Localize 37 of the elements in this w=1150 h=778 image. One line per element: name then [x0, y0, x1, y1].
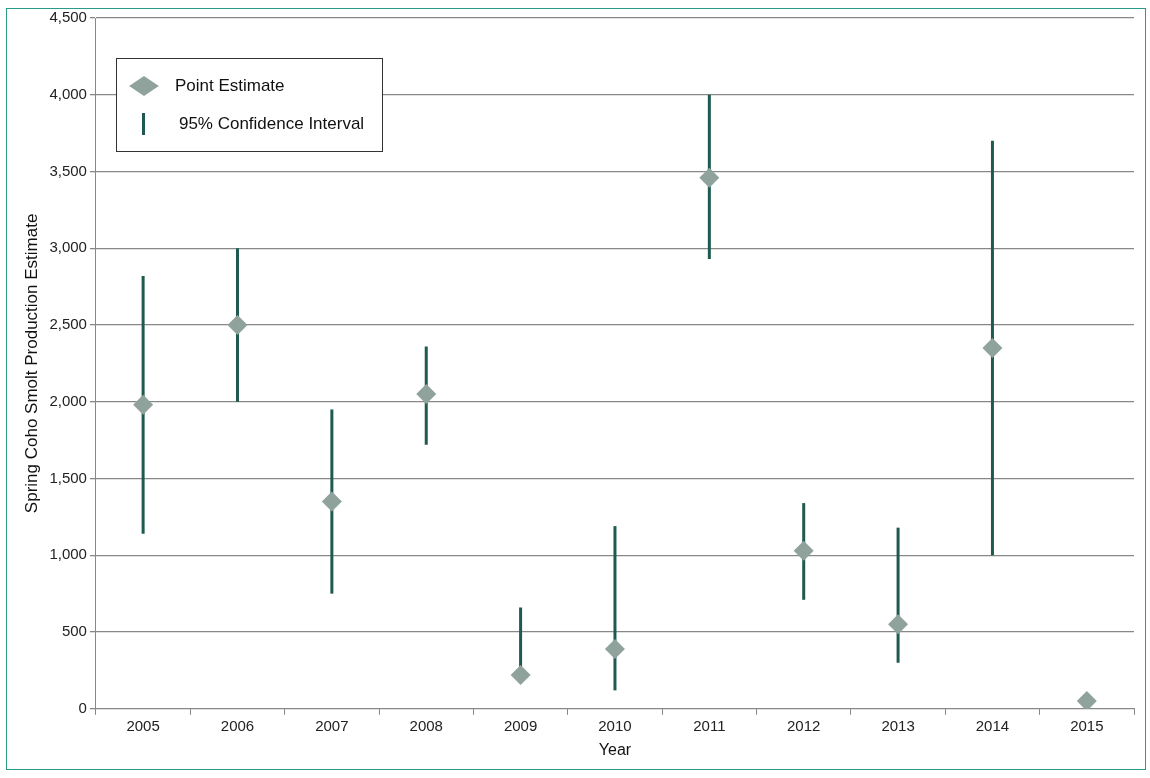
y-tick-label: 1,000 [49, 545, 87, 563]
x-tick-label: 2012 [787, 716, 821, 734]
y-tick-label: 0 [78, 698, 87, 716]
annotation: 95% Confidence Interval [178, 114, 365, 134]
y-tick-label: 4,500 [49, 8, 87, 26]
x-axis-title: Year [598, 740, 632, 758]
x-tick-label: 2014 [975, 716, 1010, 734]
point [416, 384, 437, 405]
point [227, 315, 248, 336]
point [604, 638, 625, 659]
x-tick-label: 2007 [315, 716, 349, 734]
y-tick-label: 2,000 [49, 391, 87, 409]
point [133, 394, 154, 415]
point [1076, 691, 1097, 709]
legend-label: Point Estimate [174, 76, 285, 96]
y-tick-label: 2,500 [49, 315, 87, 333]
x-tick-label: 2005 [126, 716, 160, 734]
y-axis-title: Spring Coho Smolt Production Estimate [21, 213, 41, 514]
x-tick-label: 2013 [881, 716, 915, 734]
y-tick-label: 4,000 [49, 84, 87, 102]
x-tick-label: 2009 [503, 716, 538, 734]
y-tick-label: 500 [61, 622, 87, 640]
x-tick-label: 2011 [693, 716, 726, 734]
point [793, 540, 814, 561]
x-tick-label: 2010 [598, 716, 632, 734]
point [888, 614, 909, 635]
x-tick-label: 2015 [1070, 716, 1104, 734]
x-tick-label: 2006 [220, 716, 255, 734]
point [982, 338, 1003, 359]
y-tick-label: 3,000 [49, 238, 87, 256]
x-tick-label: 2008 [409, 716, 443, 734]
y-tick-label: 1,500 [49, 468, 87, 486]
point [510, 665, 531, 686]
y-tick-label: 3,500 [49, 161, 87, 179]
point [699, 167, 720, 188]
point [321, 491, 342, 512]
legend-box: Point Estimate 95% Confidence Interval [115, 58, 384, 152]
